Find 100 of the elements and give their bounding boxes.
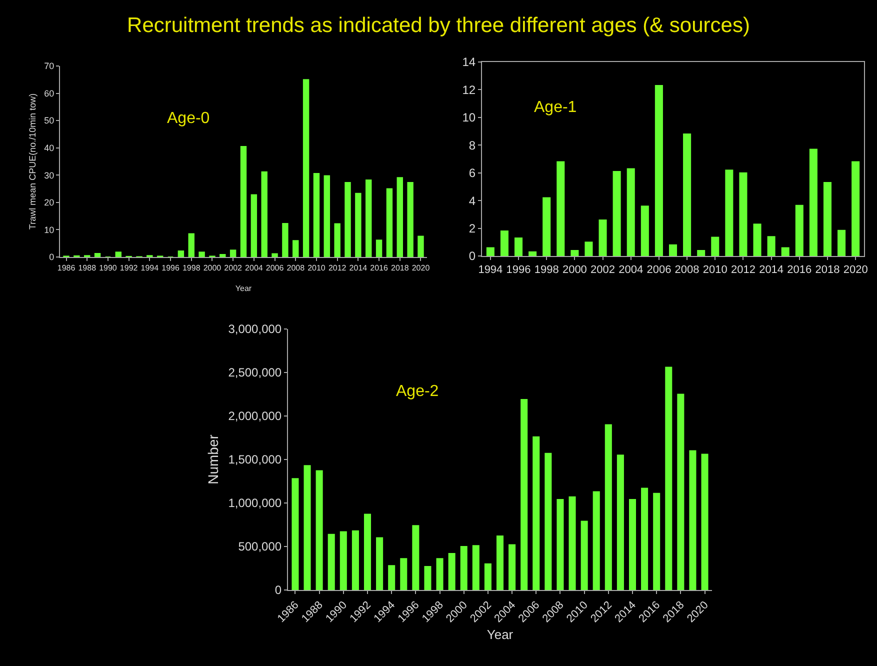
y-tick-label: 3,000,000 [228,322,282,336]
bar [282,222,288,257]
bar [677,394,684,590]
bar [292,478,299,590]
bar [500,230,508,256]
y-axis-title: Number [204,434,221,484]
y-tick-label: 6 [468,166,476,180]
bar [640,206,649,256]
bar [436,558,444,590]
bar [753,224,762,256]
bar [313,173,320,257]
bar [711,236,720,256]
y-tick-label: 12 [462,82,476,97]
bar [508,544,516,590]
y-tick-label: 0 [274,583,282,598]
bar [316,470,323,590]
y-tick-label: 2,000,000 [228,409,282,424]
bar [364,514,372,590]
bar [528,251,537,256]
bar [261,171,268,257]
y-axis-title: Trawl mean CPUE(no./10min tow) [28,93,38,230]
y-tick-label: 30 [44,170,54,180]
y-tick-label: 20 [44,198,54,208]
bar [94,252,101,257]
bar [220,254,226,257]
x-tick-label: 2008 [674,264,700,276]
bar [484,563,492,590]
bar [198,252,205,257]
bar [781,247,790,256]
x-tick-label: 2010 [702,264,728,276]
y-tick-label: 50 [44,116,54,126]
bar [580,520,588,590]
bar [407,182,414,257]
bar [598,219,607,256]
bar [697,250,706,256]
bar [542,197,551,256]
x-tick-label: 2000 [562,264,587,276]
y-tick-label: 40 [44,143,54,154]
bar [292,240,299,257]
x-tick-label: 1996 [506,264,531,276]
bar [654,85,663,256]
bar [448,552,456,590]
annotation: Age-0 [167,110,210,127]
bar [472,545,480,590]
x-tick-label: 2012 [328,264,347,273]
y-tick-label: 60 [44,88,54,98]
bar [376,537,384,590]
bar [795,204,804,256]
bar [366,180,372,257]
bar [240,146,247,257]
bar [665,366,672,590]
bar [230,250,236,257]
bar [725,170,734,256]
chart-title: Recruitment trends as indicated by three different ages (& sources) [126,14,751,38]
bar [352,530,359,590]
bar [767,236,776,256]
bar [683,134,692,256]
y-tick-label: 2 [468,221,476,236]
y-tick-label: 1,500,000 [228,452,282,467]
x-tick-label: 1994 [140,264,160,273]
y-tick-label: 4 [468,194,476,208]
x-tick-label: 2000 [203,264,222,273]
bar [641,488,648,590]
x-tick-label: 2010 [308,264,326,273]
x-tick-label: 2018 [390,264,410,273]
bar [386,188,393,257]
bar [556,499,564,590]
x-tick-label: 2018 [815,264,840,276]
x-tick-label: 2004 [245,264,264,273]
y-tick-label: 500,000 [238,540,282,554]
x-tick-label: 2016 [370,264,388,273]
bar [250,194,258,257]
bar [115,252,122,257]
bar [556,161,565,256]
bar [823,182,832,256]
x-tick-label: 1998 [534,264,559,276]
bar [616,454,624,590]
bar [626,168,635,256]
bar [340,531,347,590]
bar [424,566,432,590]
bar [701,454,708,590]
x-tick-label: 1988 [78,264,97,273]
bar [344,182,351,257]
x-tick-label: 1986 [57,264,76,273]
y-tick-label: 14 [462,55,476,70]
x-tick-label: 2020 [843,264,868,276]
x-tick-label: 2014 [349,264,368,273]
bar [809,148,818,256]
x-tick-label: 1998 [182,264,201,273]
x-axis-title: Year [486,627,514,642]
bar [852,161,860,256]
x-tick-label: 1996 [162,264,180,273]
bar [460,546,468,590]
x-tick-label: 1992 [120,264,138,273]
bar [532,436,540,590]
y-tick-label: 0 [468,249,476,264]
x-tick-label: 2012 [730,264,756,276]
bar [496,536,504,590]
bar [418,236,424,257]
annotation: Age-2 [396,383,439,400]
